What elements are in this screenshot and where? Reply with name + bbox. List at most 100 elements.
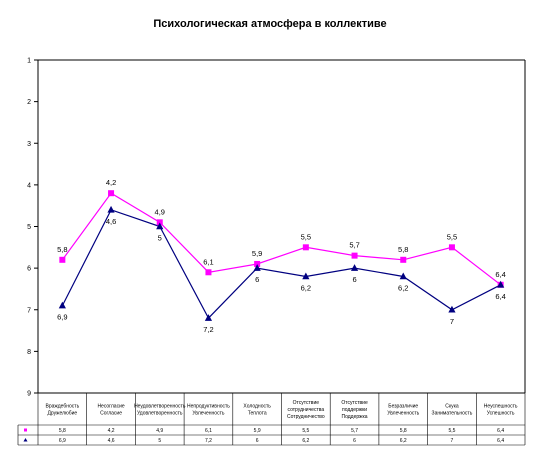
- x-category-label: Поддержка: [342, 414, 368, 420]
- x-category-label: Скука: [445, 404, 459, 410]
- series-1-point: [302, 244, 309, 251]
- table-cell: 5,7: [351, 428, 358, 434]
- series-2-data-label: 7: [450, 317, 454, 326]
- series-1-data-label: 5,8: [398, 245, 408, 254]
- chart-title: Психологическая атмосфера в коллективе: [153, 18, 386, 30]
- x-category-label: поддержки: [342, 407, 367, 413]
- table-cell: 6,4: [497, 438, 504, 444]
- markers: [58, 190, 505, 321]
- x-category-label: Непродуктивность: [187, 404, 230, 410]
- table-cell: 4,2: [108, 428, 115, 434]
- series-1-point: [400, 256, 407, 263]
- series-1-data-label: 5,7: [349, 241, 359, 250]
- x-category-label: Отсутствие: [341, 400, 368, 406]
- table-legend-key: [23, 438, 28, 442]
- table-cell: 6,2: [302, 438, 309, 444]
- y-tick-label: 7: [27, 307, 31, 314]
- series-1-data-label: 4,9: [155, 207, 165, 216]
- series-1-data-label: 5,5: [301, 232, 311, 241]
- data-labels: 5,8 4,2 4,9 6,1 5,9 5,5 5,7 5,8 5,5 6,4 6,9 4,6 5 7,2…: [57, 178, 506, 334]
- series-1-data-label: 5,8: [57, 245, 67, 254]
- series-1-data-label: 4,2: [106, 178, 116, 187]
- table-cell: 6: [353, 438, 356, 444]
- x-category-label: Несогласие: [97, 404, 124, 410]
- series-lines: [61, 192, 502, 320]
- table-cell: 5,8: [59, 428, 66, 434]
- table-legend-key: [24, 428, 27, 432]
- table-cell: 7,2: [205, 438, 212, 444]
- series-1-data-label: 6,1: [203, 257, 213, 266]
- series-1-line: [61, 192, 502, 286]
- table-cell: 5,9: [254, 428, 261, 434]
- y-tick-label: 3: [27, 141, 31, 148]
- series-2-point: [58, 301, 66, 309]
- series-2-data-label: 6,9: [57, 313, 67, 322]
- table-cell: 6,9: [59, 438, 66, 444]
- x-category-label: Теплота: [248, 411, 267, 417]
- series-2-data-label: 6,2: [301, 283, 311, 292]
- series-1-point: [254, 260, 261, 267]
- series-2-data-label: 6: [255, 275, 259, 284]
- series-1-point: [205, 269, 212, 276]
- series-1-data-label: 6,4: [495, 270, 505, 279]
- x-category-label: Увлеченность: [192, 411, 224, 417]
- series-2-line: [61, 209, 501, 320]
- y-tick-label: 6: [27, 266, 31, 273]
- y-tick-label: 4: [27, 182, 31, 189]
- series-1-point: [59, 256, 66, 263]
- series-2-point: [107, 205, 115, 213]
- series-1-point: [448, 244, 455, 251]
- table-cell: 7: [451, 438, 454, 444]
- x-category-label: Сотрудничество: [287, 414, 325, 420]
- series-1-point: [108, 190, 115, 197]
- series-2-point: [350, 264, 359, 271]
- series-2-data-label: 6,4: [495, 292, 505, 301]
- x-category-label: Холодность: [243, 404, 271, 410]
- series-1-point: [156, 219, 163, 226]
- series-1-data-label: 5,9: [252, 249, 262, 258]
- series-2-data-label: 7,2: [203, 325, 213, 334]
- table-cell: 4,6: [108, 438, 115, 444]
- table-cell: 5,5: [448, 428, 455, 434]
- series-1-data-label: 5,5: [447, 232, 457, 241]
- series-2-point: [448, 305, 456, 313]
- series-2-point: [497, 280, 505, 288]
- series-1-point: [351, 252, 358, 259]
- table-cell: 4,9: [156, 428, 163, 434]
- x-category-label: Успешность: [487, 411, 515, 417]
- table-cell: 6,4: [497, 428, 504, 434]
- table-cell: 5: [158, 438, 161, 444]
- series-2-data-label: 6,2: [398, 283, 408, 292]
- series-2-point: [399, 272, 407, 280]
- table-cell: 6,2: [400, 438, 407, 444]
- table-cell: 5,8: [400, 428, 407, 434]
- series-2-data-label: 5: [158, 234, 162, 243]
- series-2-data-label: 6: [352, 275, 356, 284]
- y-tick-label: 2: [27, 99, 31, 106]
- axes: 1 2 3 4 5 6 7 8 9: [27, 58, 526, 398]
- y-tick-label: 5: [27, 224, 31, 231]
- x-category-label: Увлеченность: [387, 411, 419, 417]
- table-cell: 5,5: [302, 428, 309, 434]
- x-category-label: Отсутствие: [293, 400, 320, 406]
- series-2-point: [302, 272, 310, 280]
- x-category-label: Занимательность: [432, 411, 473, 417]
- series-2-point: [253, 264, 261, 271]
- x-category-label: Согласие: [100, 411, 122, 417]
- x-category-label: Неуспешность: [484, 404, 518, 410]
- series-2-data-label: 4,6: [106, 217, 116, 226]
- x-category-label: Удовлетворенность: [137, 411, 183, 417]
- table-cell: 6: [256, 438, 259, 444]
- x-category-label: Неудовлетворенность: [134, 404, 186, 410]
- x-category-label: Враждебность: [46, 404, 80, 410]
- x-category-label: сотрудничества: [288, 407, 325, 413]
- series-2-point: [204, 314, 213, 321]
- y-tick-label: 8: [27, 349, 31, 356]
- table-cell: 6,1: [205, 428, 212, 434]
- series-2-point: [156, 222, 164, 230]
- x-category-label: Дружелюбие: [47, 411, 77, 417]
- x-category-label: Безразличие: [388, 404, 418, 410]
- y-tick-label: 1: [27, 58, 31, 65]
